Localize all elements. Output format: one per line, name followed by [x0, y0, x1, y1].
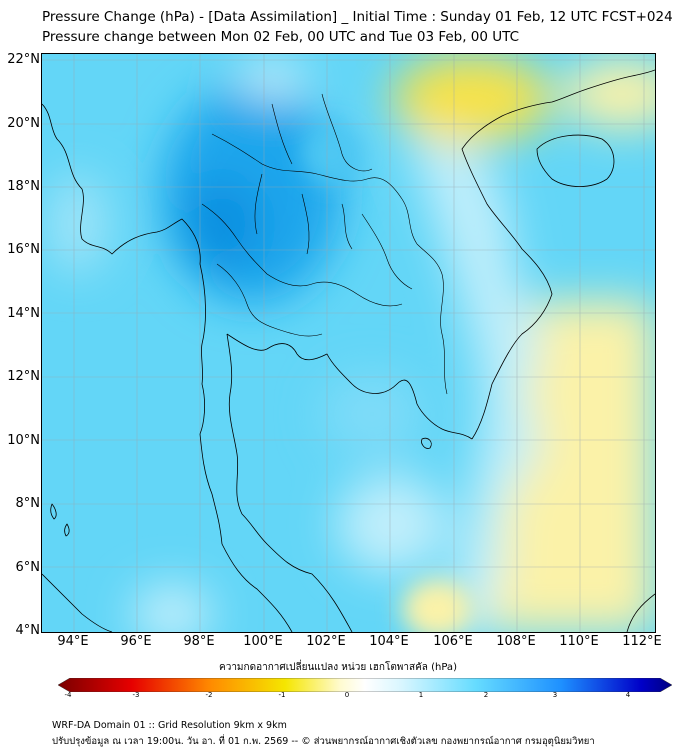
pressure-field — [47, 54, 655, 632]
lon-label-94e: 94°E — [57, 634, 89, 649]
lat-label-20n: 20°N — [7, 116, 40, 131]
colorbar-tick: 0 — [344, 691, 350, 699]
colorbar-tick: -1 — [278, 691, 286, 699]
lon-label-112e: 112°E — [622, 634, 662, 649]
colorbar-tick: -4 — [64, 691, 72, 699]
footer-update-credit: ปรับปรุงข้อมูล ณ เวลา 19:00น. วัน อา. ที… — [52, 736, 595, 747]
colorbar-tick: -2 — [205, 691, 213, 699]
lat-label-14n: 14°N — [7, 306, 40, 321]
lon-label-102e: 102°E — [306, 634, 346, 649]
map-title: Pressure Change (hPa) - [Data Assimilati… — [42, 9, 673, 25]
colorbar — [57, 677, 673, 703]
colorbar-tick: -3 — [132, 691, 140, 699]
lat-label-10n: 10°N — [7, 433, 40, 448]
lon-label-98e: 98°E — [183, 634, 215, 649]
lon-label-108e: 108°E — [496, 634, 536, 649]
pressure-change-map — [41, 53, 656, 633]
map-subtitle: Pressure change between Mon 02 Feb, 00 U… — [42, 29, 520, 45]
lat-label-4n: 4°N — [15, 623, 41, 638]
lon-label-100e: 100°E — [243, 634, 283, 649]
lon-label-96e: 96°E — [120, 634, 152, 649]
lat-label-8n: 8°N — [15, 496, 41, 511]
footer-model-info: WRF-DA Domain 01 :: Grid Resolution 9km … — [52, 720, 287, 731]
lat-label-6n: 6°N — [15, 560, 41, 575]
colorbar-gradient — [57, 677, 673, 693]
lon-label-104e: 104°E — [369, 634, 409, 649]
lat-label-22n: 22°N — [7, 52, 40, 67]
map-canvas — [42, 54, 655, 632]
lat-label-18n: 18°N — [7, 179, 40, 194]
grid-lines — [42, 54, 655, 632]
colorbar-tick: 2 — [483, 691, 489, 699]
coastlines — [42, 69, 655, 632]
colorbar-caption: ความกดอากาศเปลี่ยนแปลง หน่วย เฮกโตพาสคัล… — [219, 662, 457, 673]
country-borders — [201, 93, 448, 395]
lat-label-16n: 16°N — [7, 242, 40, 257]
colorbar-tick: 3 — [552, 691, 558, 699]
lon-label-110e: 110°E — [559, 634, 599, 649]
colorbar-tick: 1 — [418, 691, 424, 699]
lat-label-12n: 12°N — [7, 369, 40, 384]
colorbar-tick: 4 — [625, 691, 631, 699]
lon-label-106e: 106°E — [433, 634, 473, 649]
